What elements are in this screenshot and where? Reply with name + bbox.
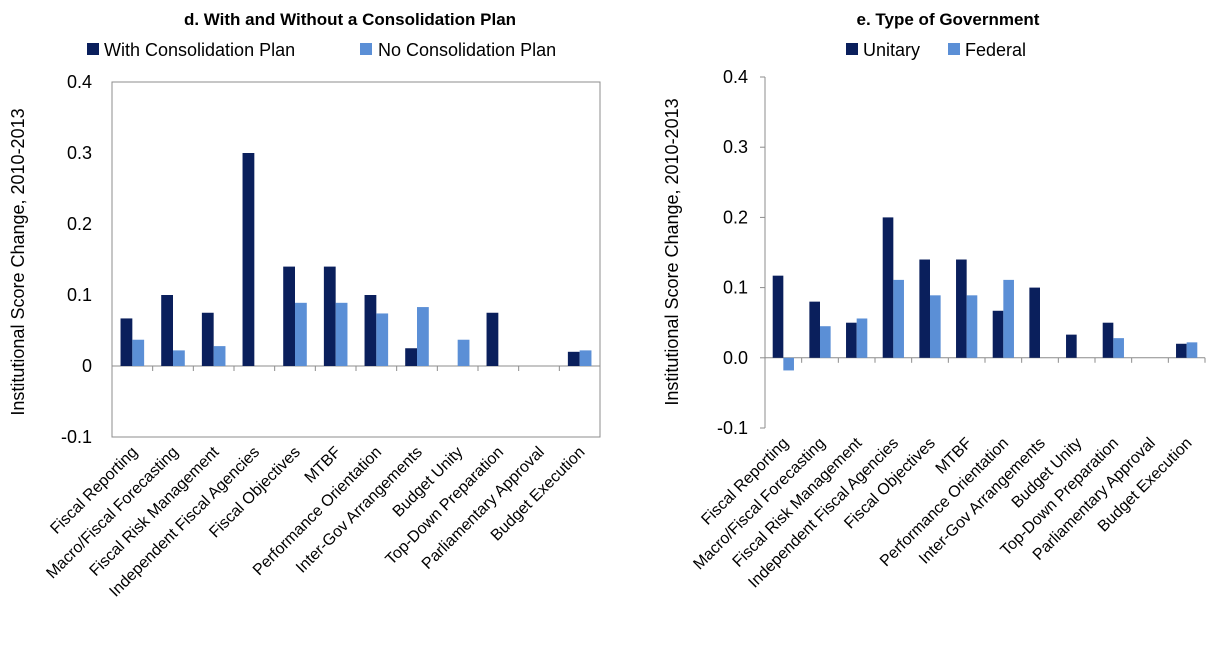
bar-federal-mtbf <box>966 295 978 358</box>
legend-swatch-with-plan <box>87 43 99 55</box>
bar-federal-top-down-preparation <box>1113 338 1124 358</box>
bar-federal-fiscal-objectives <box>930 295 941 358</box>
bar-with-consolidation-plan-top-down-preparation <box>486 312 499 366</box>
y-tick-label: 0.2 <box>723 207 748 227</box>
y-axis-label: Institutional Score Change, 2010-2013 <box>662 98 682 405</box>
y-tick-label: 0.4 <box>67 72 92 92</box>
y-tick-label: 0.0 <box>723 348 748 368</box>
y-tick-label: -0.1 <box>61 427 92 447</box>
bar-federal-fiscal-risk-management <box>856 318 868 358</box>
bar-with-consolidation-plan-fiscal-risk-management <box>201 312 214 366</box>
bar-unitary-budget-unity <box>1066 334 1077 358</box>
bar-with-consolidation-plan-performance-orientation <box>364 295 377 366</box>
legend-swatch-unitary <box>846 43 858 55</box>
bar-unitary-fiscal-objectives <box>919 259 930 358</box>
bar-unitary-fiscal-reporting <box>772 275 784 358</box>
y-tick-label: 0.2 <box>67 214 92 234</box>
chart-panel-government-type: e. Type of Government Unitary Federal In… <box>662 10 1206 591</box>
y-tick-label: -0.1 <box>717 418 748 438</box>
legend-swatch-federal <box>948 43 960 55</box>
chart-panel-consolidation-plan: d. With and Without a Consolidation Plan… <box>8 10 601 600</box>
bar-with-consolidation-plan-mtbf <box>323 266 336 366</box>
bar-no-consolidation-plan-budget-unity <box>457 339 470 366</box>
bar-with-consolidation-plan-fiscal-reporting <box>120 318 133 366</box>
bar-federal-fiscal-reporting <box>783 357 794 371</box>
chart-title: e. Type of Government <box>857 10 1040 29</box>
y-tick-label: 0.3 <box>67 143 92 163</box>
chart-title: d. With and Without a Consolidation Plan <box>184 10 516 29</box>
bar-no-consolidation-plan-mtbf <box>335 302 348 366</box>
bar-with-consolidation-plan-budget-execution <box>567 351 580 366</box>
legend-label-unitary: Unitary <box>863 40 920 60</box>
bar-unitary-budget-execution <box>1176 343 1187 358</box>
legend-swatch-no-plan <box>360 43 372 55</box>
bars <box>111 153 601 371</box>
y-tick-label: 0 <box>82 356 92 376</box>
y-tick-label: 0.4 <box>723 67 748 87</box>
legend-label-with-plan: With Consolidation Plan <box>104 40 295 60</box>
bar-no-consolidation-plan-inter-gov-arrangements <box>417 307 429 366</box>
bar-with-consolidation-plan-fiscal-objectives <box>283 266 295 366</box>
bars <box>764 217 1206 371</box>
bar-with-consolidation-plan-independent-fiscal-agencies <box>242 153 255 366</box>
bar-federal-performance-orientation <box>1003 279 1014 358</box>
y-tick-label: 0.1 <box>723 278 748 298</box>
plot-area-frame <box>111 81 601 438</box>
y-axis-label: Institutional Score Change, 2010-2013 <box>8 108 28 415</box>
bar-no-consolidation-plan-macro-fiscal-forecasting <box>173 350 185 366</box>
y-tick-label: 0.1 <box>67 285 92 305</box>
bar-no-consolidation-plan-budget-execution <box>579 350 592 366</box>
bar-no-consolidation-plan-fiscal-objectives <box>295 302 307 366</box>
y-axis: 0.4 0.3 0.2 0.1 0 -0.1 <box>61 72 92 447</box>
bar-unitary-performance-orientation <box>992 310 1004 358</box>
bar-with-consolidation-plan-inter-gov-arrangements <box>405 348 417 366</box>
bar-unitary-fiscal-risk-management <box>846 322 857 358</box>
legend: Unitary Federal <box>846 40 1026 60</box>
bar-with-consolidation-plan-macro-fiscal-forecasting <box>161 295 173 366</box>
bar-federal-budget-execution <box>1186 342 1198 358</box>
bar-no-consolidation-plan-performance-orientation <box>376 313 389 366</box>
bar-unitary-top-down-preparation <box>1102 322 1114 358</box>
bar-unitary-mtbf <box>956 259 967 358</box>
legend: With Consolidation Plan No Consolidation… <box>87 40 556 60</box>
bar-unitary-independent-fiscal-agencies <box>882 217 894 358</box>
y-axis: 0.4 0.3 0.2 0.1 0.0 -0.1 <box>717 67 765 438</box>
bar-federal-macro-fiscal-forecasting <box>820 326 831 358</box>
bar-unitary-macro-fiscal-forecasting <box>809 301 820 358</box>
y-tick-label: 0.3 <box>723 137 748 157</box>
legend-label-federal: Federal <box>965 40 1026 60</box>
x-category-label: Independent Fiscal Agencies <box>106 444 263 601</box>
bar-federal-independent-fiscal-agencies <box>893 279 904 358</box>
legend-label-no-plan: No Consolidation Plan <box>378 40 556 60</box>
bar-no-consolidation-plan-fiscal-risk-management <box>213 346 226 366</box>
bar-no-consolidation-plan-fiscal-reporting <box>132 339 145 366</box>
bar-unitary-inter-gov-arrangements <box>1029 287 1040 358</box>
